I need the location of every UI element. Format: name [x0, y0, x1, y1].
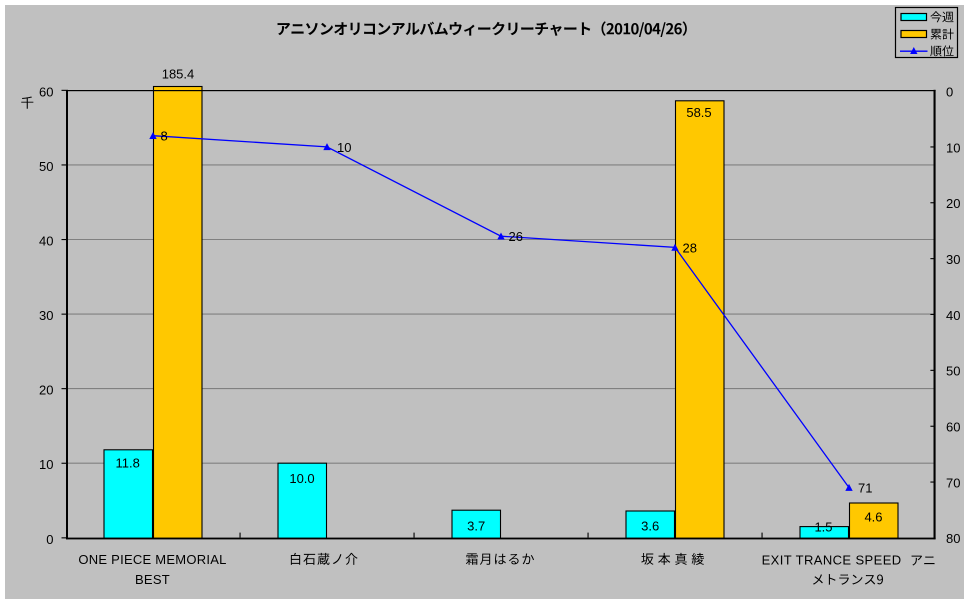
svg-text:4.6: 4.6 — [864, 509, 882, 524]
svg-text:71: 71 — [858, 481, 872, 496]
svg-text:50: 50 — [39, 159, 53, 174]
svg-text:0: 0 — [46, 532, 53, 547]
svg-text:60: 60 — [39, 84, 53, 99]
svg-text:58.5: 58.5 — [686, 105, 711, 120]
svg-text:50: 50 — [946, 364, 960, 379]
svg-text:20: 20 — [39, 383, 53, 398]
svg-text:185.4: 185.4 — [162, 67, 195, 82]
svg-text:20: 20 — [946, 196, 960, 211]
svg-text:BEST: BEST — [135, 572, 170, 587]
svg-text:70: 70 — [946, 475, 960, 490]
svg-text:26: 26 — [509, 229, 523, 244]
svg-text:11.8: 11.8 — [116, 456, 140, 471]
svg-text:60: 60 — [946, 420, 960, 435]
svg-text:0: 0 — [946, 84, 953, 99]
svg-text:10: 10 — [39, 457, 53, 472]
svg-text:30: 30 — [39, 308, 53, 323]
svg-text:10: 10 — [337, 140, 351, 155]
svg-text:40: 40 — [946, 308, 960, 323]
svg-text:10: 10 — [946, 140, 960, 155]
svg-text:40: 40 — [39, 233, 53, 248]
svg-text:3.6: 3.6 — [641, 518, 659, 533]
svg-text:8: 8 — [161, 129, 168, 144]
svg-text:3.7: 3.7 — [467, 518, 485, 533]
svg-text:28: 28 — [683, 240, 697, 255]
svg-text:80: 80 — [946, 531, 960, 546]
svg-text:EXIT TRANCE SPEED: EXIT TRANCE SPEED — [762, 552, 902, 567]
svg-text:1.5: 1.5 — [814, 519, 832, 534]
svg-text:ONE PIECE MEMORIAL: ONE PIECE MEMORIAL — [78, 552, 226, 567]
svg-text:10.0: 10.0 — [289, 471, 314, 486]
svg-text:30: 30 — [946, 252, 960, 267]
